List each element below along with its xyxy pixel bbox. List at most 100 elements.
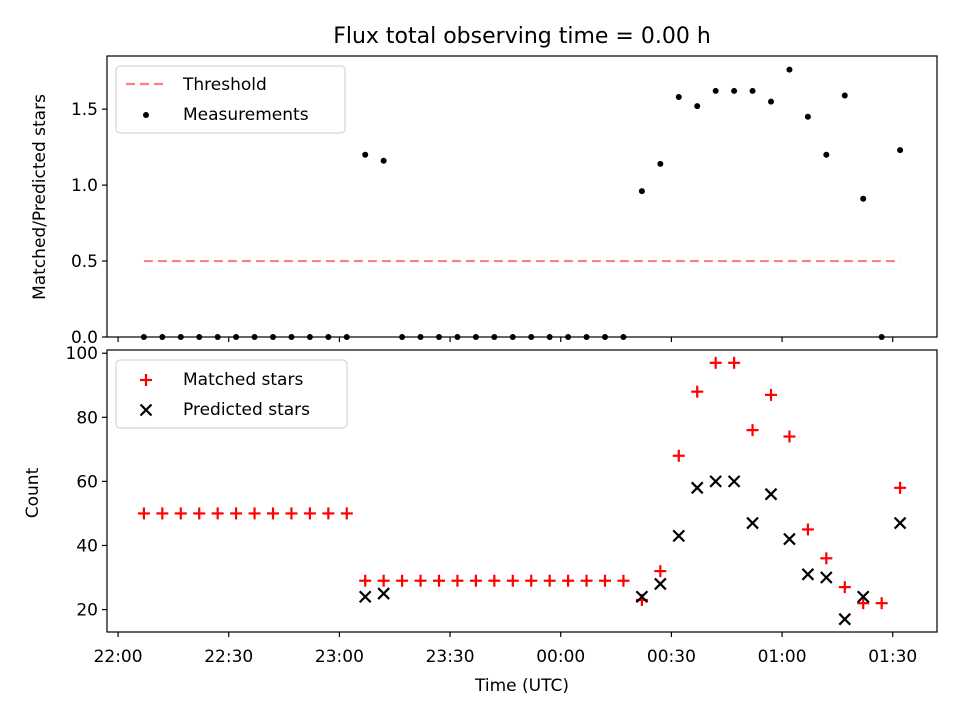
top-x-axis-ticks <box>117 337 894 342</box>
matched-star-point <box>451 574 464 587</box>
bottom-y-tick-label: 40 <box>76 536 98 556</box>
measurement-point <box>860 195 867 202</box>
measurement-point <box>712 87 719 94</box>
matched-star-point <box>672 449 685 462</box>
bottom-y-tick-label: 20 <box>76 601 98 621</box>
matched-star-point <box>525 574 538 587</box>
measurement-point <box>731 87 738 94</box>
measurement-point <box>897 147 904 154</box>
predicted-legend-label: Predicted stars <box>183 400 310 420</box>
top-y-tick-label: 0.0 <box>71 328 98 348</box>
measurements-legend-swatch <box>143 112 149 118</box>
top-y-axis: 0.0 0.5 1.0 1.5 <box>71 100 107 348</box>
matched-star-point <box>211 507 224 520</box>
matched-star-point <box>783 430 796 443</box>
matched-star-point <box>709 356 722 369</box>
threshold-legend-label: Threshold <box>182 75 267 95</box>
measurement-point <box>657 160 664 167</box>
bottom-y-tick-label: 80 <box>76 408 98 428</box>
predicted-legend-swatch <box>139 403 153 417</box>
measurement-point <box>804 113 811 120</box>
bottom-x-tick-label: 22:00 <box>94 647 143 667</box>
bottom-legend: Matched stars Predicted stars <box>115 359 348 429</box>
measurement-point <box>380 157 387 164</box>
predicted-star-point <box>358 590 372 604</box>
bottom-x-tick-label: 22:30 <box>204 647 253 667</box>
bottom-x-tick-label: 00:30 <box>647 647 696 667</box>
bottom-y-axis-label: Count <box>23 467 43 518</box>
matched-star-point <box>857 597 870 610</box>
matched-star-point <box>174 507 187 520</box>
predicted-star-point <box>709 475 722 488</box>
matched-star-point <box>230 507 243 520</box>
bottom-x-tick-label: 00:00 <box>536 647 585 667</box>
top-y-tick-label: 0.5 <box>71 252 98 272</box>
measurement-point <box>362 151 369 158</box>
matched-star-point <box>820 552 833 565</box>
predicted-star-point <box>893 516 907 530</box>
matched-star-point <box>875 597 888 610</box>
matched-star-point <box>617 574 630 587</box>
matched-star-point <box>599 574 611 587</box>
matched-star-point <box>137 507 150 520</box>
matched-star-point <box>894 481 907 494</box>
matched-star-point <box>303 507 316 520</box>
figure-title: Flux total observing time = 0.00 h <box>333 24 711 49</box>
matched-star-point <box>801 523 814 536</box>
top-y-axis-label: Matched/Predicted stars <box>30 94 50 300</box>
measurement-point <box>638 188 645 195</box>
predicted-star-point <box>654 577 667 591</box>
matched-star-point <box>469 574 482 587</box>
measurement-point <box>694 103 701 110</box>
matched-star-point <box>267 507 279 520</box>
bottom-panel: 20 40 60 80 100 22:00 22:30 23:00 23:30 00:00 00:… <box>23 344 938 696</box>
matched-star-point <box>580 574 593 587</box>
bottom-x-tick-label: 01:30 <box>868 647 917 667</box>
predicted-star-point <box>856 590 870 604</box>
predicted-star-point <box>820 571 833 584</box>
measurement-point <box>749 87 756 94</box>
predicted-star-point <box>672 529 686 543</box>
matched-star-point <box>488 574 501 587</box>
top-panel: 0.0 0.5 1.0 1.5 Matched/Predicted stars Thr… <box>30 55 938 348</box>
matched-star-point <box>654 565 667 578</box>
top-legend: Threshold Measurements <box>115 65 346 134</box>
matched-legend-label: Matched stars <box>183 370 303 390</box>
predicted-star-point <box>727 475 741 488</box>
matched-star-point <box>396 574 409 587</box>
matched-star-point <box>340 507 353 520</box>
predicted-star-point <box>377 587 390 600</box>
bottom-y-tick-label: 100 <box>66 344 98 364</box>
bottom-x-tick-label: 23:30 <box>426 647 475 667</box>
matched-star-point <box>377 574 390 587</box>
bottom-x-axis: 22:00 22:30 23:00 23:30 00:00 00:30 01:00 01:30 <box>94 632 917 667</box>
matched-star-point <box>746 424 759 437</box>
bottom-legend-box <box>115 359 348 429</box>
measurements-legend-label: Measurements <box>183 105 309 125</box>
predicted-star-point <box>746 516 759 530</box>
matched-star-point <box>838 581 851 594</box>
top-axes-frame <box>106 55 938 338</box>
matched-star-point <box>691 385 704 398</box>
measurement-point <box>768 98 774 105</box>
top-legend-box <box>115 65 346 134</box>
matched-star-point <box>285 507 298 520</box>
matched-star-point <box>359 574 372 587</box>
bottom-axes-frame <box>106 349 938 633</box>
bottom-x-axis-label: Time (UTC) <box>474 676 569 696</box>
matched-star-point <box>414 574 427 587</box>
matched-star-point <box>248 507 261 520</box>
top-y-tick-label: 1.0 <box>71 176 98 196</box>
measurement-point <box>675 94 682 101</box>
matched-star-point <box>543 574 556 587</box>
matched-star-point <box>562 574 575 587</box>
bottom-y-tick-label: 60 <box>76 472 98 492</box>
matched-star-point <box>433 574 445 587</box>
matched-star-point <box>193 507 206 520</box>
bottom-x-tick-label: 01:00 <box>758 647 807 667</box>
bottom-x-tick-label: 23:00 <box>315 647 364 667</box>
measurement-point <box>841 92 848 99</box>
predicted-star-point <box>690 481 704 495</box>
matched-legend-swatch <box>140 374 152 386</box>
predicted-star-point <box>783 532 796 546</box>
